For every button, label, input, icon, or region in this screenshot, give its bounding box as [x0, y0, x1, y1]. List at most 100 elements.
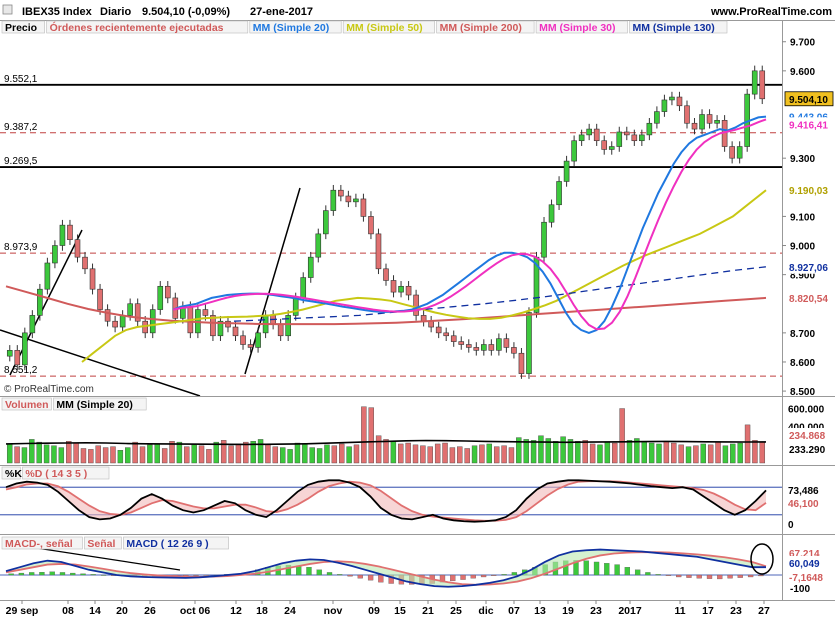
volume-bar [198, 445, 205, 464]
candle [6, 350, 13, 357]
candle [413, 294, 419, 316]
volume-bar [737, 442, 743, 464]
volume-bar [648, 442, 655, 464]
legend-box [123, 536, 229, 550]
candle [548, 204, 555, 223]
volume-bar [213, 441, 219, 464]
candle [481, 344, 487, 351]
macd-histogram-bar [316, 569, 322, 576]
value-tag-bg [785, 442, 833, 456]
macd-histogram-bar [665, 574, 672, 576]
candle [149, 309, 156, 334]
candle [210, 315, 216, 337]
volume-bar [36, 441, 42, 464]
volume-bar [331, 445, 338, 464]
volume-bar [582, 440, 588, 464]
volume-bar [80, 448, 87, 464]
candle [134, 303, 141, 322]
macd-histogram-bar [8, 573, 14, 576]
legend-item: MM (Simple 130) [633, 22, 715, 34]
volume-bar [744, 424, 751, 464]
volume-bar [361, 406, 367, 464]
volume-bar [51, 445, 57, 464]
value-tag-bg [785, 428, 833, 442]
y-tick-label: 600.000 [788, 405, 825, 416]
level-label: 8.973,9 [4, 242, 38, 253]
price-plot-area [0, 65, 782, 396]
legend-item: MM (Simple 20) [56, 399, 132, 411]
volume-bar [346, 446, 352, 464]
y-tick-label: 8.600 [790, 358, 815, 369]
volume-bar [641, 441, 647, 464]
volume-ma-line [5, 439, 767, 446]
macd-histogram-bar [203, 574, 209, 576]
candle [345, 195, 352, 203]
price-tag-bg [784, 91, 834, 107]
site-label[interactable]: www.ProRealTime.com [710, 6, 832, 18]
candle [375, 233, 382, 270]
legend-item: Órdenes recientemente ejecutadas [50, 21, 224, 34]
volume-bar [442, 442, 448, 464]
macd-histogram-bar [480, 574, 487, 578]
legend-box [436, 20, 535, 34]
volume-bar [693, 445, 699, 464]
value-tag: -7,1648 [789, 573, 823, 584]
candle [706, 114, 713, 124]
stochastic-panel[interactable]: 73,486 46,100 0 %K %D ( 14 3 5 ) [0, 466, 819, 531]
value-tag: 67,214 [789, 549, 820, 560]
macd-histogram-bar [49, 571, 55, 576]
macd-histogram-bar [460, 574, 466, 580]
value-tag: 60,049 [789, 559, 820, 570]
candle [112, 320, 118, 328]
volume-bar [553, 441, 559, 464]
volume-bar [220, 440, 227, 464]
macd-histogram-bar [367, 574, 374, 581]
volume-bar [464, 448, 470, 464]
volume-bar [516, 437, 522, 464]
candle [646, 122, 653, 136]
legend-box [46, 20, 249, 34]
value-tag: 8.927,06 [789, 263, 828, 274]
volume-bar [14, 446, 20, 464]
volume-bar [545, 438, 552, 464]
candle [496, 338, 502, 351]
volume-bar [434, 443, 441, 464]
x-tick-label: 29 sep [6, 605, 39, 617]
x-tick-label: 27 [758, 605, 770, 617]
macd-histogram-bar [706, 574, 713, 579]
candle [465, 344, 472, 348]
volume-bar [302, 443, 308, 464]
candle [390, 280, 397, 293]
volume-bar [722, 445, 729, 464]
volume-plot-area [5, 406, 767, 464]
volume-bar [29, 439, 35, 464]
candle [669, 96, 675, 101]
legend-box [1, 536, 83, 550]
candle [654, 111, 660, 124]
y-tick-label: 9.600 [790, 67, 815, 78]
volume-bar [6, 443, 13, 464]
volume-bar [715, 441, 721, 464]
x-tick-label: 17 [702, 605, 714, 617]
legend-item: MM (Simple 200) [440, 22, 522, 34]
volume-bar [597, 444, 603, 464]
level-label: 8.551,2 [4, 365, 38, 376]
trendline [9, 229, 83, 376]
candle [307, 256, 314, 278]
candle [97, 288, 103, 310]
legend-item: %D ( 14 3 5 ) [25, 468, 87, 480]
y-tick-label: 9.000 [790, 242, 815, 253]
collapse-icon[interactable] [2, 4, 13, 15]
volume-panel[interactable]: 600.000400.000200.000234.868233.290Volum… [1, 397, 833, 464]
price-panel[interactable]: 9.552,1 9.387,2 9.269,5 8.973,9 8.551,2 9.700… [0, 20, 834, 398]
candle [255, 332, 261, 348]
value-tag-bg [785, 290, 833, 305]
volume-bar [235, 443, 242, 464]
volume-bar [493, 446, 500, 464]
candle [405, 285, 412, 296]
candle [232, 326, 239, 337]
candle [751, 70, 758, 95]
